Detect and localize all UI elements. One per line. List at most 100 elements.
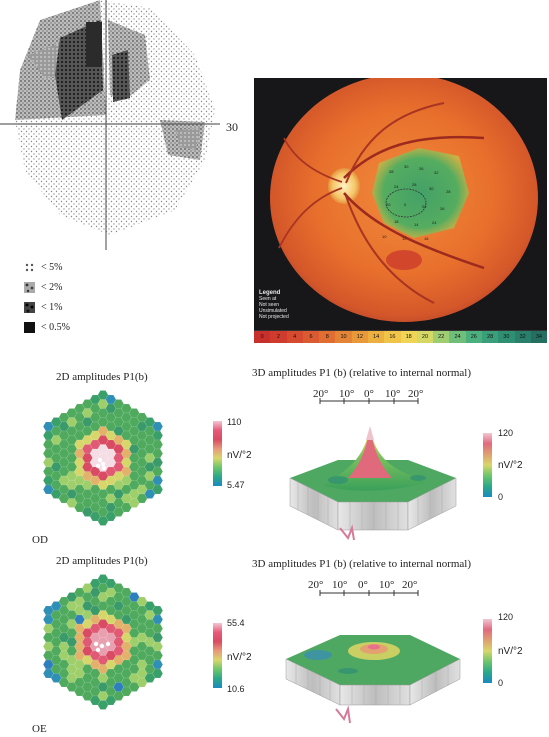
oe-2d-cbar-max: 55.4 — [227, 618, 245, 628]
od-2d-colorbar — [213, 421, 222, 486]
fundus-scale-cell: 12 — [351, 331, 368, 343]
od-2d-cbar-max: 110 — [227, 417, 242, 427]
hex-center-dot — [95, 463, 101, 469]
svg-text:32: 32 — [434, 170, 439, 175]
dots-medium-icon — [24, 282, 35, 293]
svg-text:20: 20 — [386, 202, 391, 207]
legend-label: < 2% — [41, 282, 63, 293]
od-angle-tick: 20° — [408, 388, 424, 400]
fundus-scale-cell: 0 — [254, 331, 271, 343]
od-3d-cbar-min: 0 — [498, 492, 504, 502]
od-angle-tick: 10° — [339, 388, 355, 400]
legend-item-5pct: < 5% — [24, 262, 62, 273]
dots-dark-icon — [24, 302, 35, 313]
od-angle-axis — [319, 398, 419, 404]
oe-2d-amplitude-map — [42, 574, 164, 710]
hex-center-dot — [93, 641, 99, 647]
hex-center-dot — [105, 641, 111, 647]
od-2d-cbar-min: 5.47 — [227, 480, 245, 490]
hex-cell — [113, 507, 125, 517]
hex-cell — [128, 682, 140, 692]
od-2d-amplitude-map — [42, 390, 164, 526]
hex-center-dot — [99, 643, 105, 649]
fundus-legend-title: Legend — [259, 290, 281, 296]
fundus-legend-line: Not seen — [259, 302, 280, 308]
oe-eye-label: OE — [32, 723, 47, 735]
legend-label: < 5% — [41, 262, 63, 273]
fundus-scale-cell: 2 — [270, 331, 287, 343]
fundus-scale-cell: 4 — [286, 331, 303, 343]
svg-text:28: 28 — [389, 169, 394, 174]
svg-text:18: 18 — [394, 219, 399, 224]
hex-cell — [97, 516, 109, 526]
fundus-scale-cell: 24 — [449, 331, 466, 343]
svg-text:26: 26 — [440, 206, 445, 211]
oe-angle-axis — [319, 590, 419, 596]
fundus-legend: Legend Seen at Not seen Unsimulated Not … — [259, 290, 289, 320]
oe-3d-unit: nV/°2 — [498, 646, 523, 657]
fundus-scale-cell: 26 — [465, 331, 482, 343]
fundus-scale-cell: 10 — [335, 331, 352, 343]
oe-angle-tick: 10° — [379, 579, 395, 591]
oe-3d-colorbar — [483, 619, 492, 683]
oe-2d-cbar-min: 10.6 — [227, 684, 245, 694]
fundus-scale-cell: 28 — [481, 331, 499, 343]
hex-center-dot — [100, 461, 106, 467]
od-angle-tick: 0° — [364, 388, 374, 400]
svg-text:14: 14 — [414, 222, 419, 227]
od-3d-title: 3D amplitudes P1 (b) (relative to intern… — [252, 367, 472, 379]
svg-text:12: 12 — [402, 236, 407, 241]
oe-2d-unit: nV/°2 — [227, 652, 252, 663]
fundus-scale-cell: 16 — [384, 331, 401, 343]
solid-black-icon — [24, 322, 35, 333]
svg-text:22: 22 — [422, 204, 427, 209]
od-angle-tick: 20° — [313, 388, 329, 400]
od-2d-unit: nV/°2 — [227, 450, 252, 461]
legend-label: < 0.5% — [41, 322, 70, 333]
legend-item-05pct: < 0.5% — [24, 322, 70, 333]
fundus-legend-line: Seen at — [259, 296, 277, 302]
svg-text:26: 26 — [419, 166, 424, 171]
hex-cell — [97, 700, 109, 710]
hex-cell — [128, 498, 140, 508]
fundus-color-scale: 0 2 4 6 8 10 12 14 16 18 20 22 24 26 28 30 32 34 — [254, 330, 548, 343]
fundus-scale-cell: 18 — [400, 331, 417, 343]
hex-center-dot — [97, 457, 103, 463]
legend-item-1pct: < 1% — [24, 302, 62, 313]
hex-center-dot — [101, 465, 107, 471]
fundus-scale-cell: 30 — [498, 331, 515, 343]
oe-angle-tick: 20° — [308, 579, 324, 591]
od-3d-amplitude-plot — [289, 426, 457, 541]
fundus-scale-cell: 22 — [433, 331, 450, 343]
visual-field-plot — [0, 0, 220, 250]
hex-cell — [113, 691, 125, 701]
od-2d-title: 2D amplitudes P1(b) — [56, 371, 148, 383]
fundus-scale-cell: 14 — [367, 331, 385, 343]
oe-3d-amplitude-plot — [285, 635, 461, 724]
oe-3d-cbar-min: 0 — [498, 678, 504, 688]
svg-text:28: 28 — [412, 182, 417, 187]
oe-3d-title: 3D amplitudes P1 (b) (relative to intern… — [252, 558, 472, 570]
svg-text:24: 24 — [394, 184, 399, 189]
hex-cell — [144, 489, 156, 499]
oe-2d-title: 2D amplitudes P1(b) — [56, 555, 148, 567]
od-eye-label: OD — [32, 534, 48, 546]
svg-text:24: 24 — [432, 220, 437, 225]
oe-angle-tick: 10° — [332, 579, 348, 591]
legend-label: < 1% — [41, 302, 63, 313]
od-angle-tick: 10° — [385, 388, 401, 400]
fundus-scale-cell: 34 — [530, 331, 548, 343]
svg-text:30: 30 — [404, 164, 409, 169]
svg-text:16: 16 — [424, 236, 429, 241]
od-3d-unit: nV/°2 — [498, 460, 523, 471]
oe-2d-colorbar — [213, 623, 222, 688]
od-3d-colorbar — [483, 433, 492, 497]
fundus-legend-line: Not projected — [259, 314, 289, 320]
dots-light-icon — [24, 262, 35, 273]
hex-center-dot — [95, 647, 101, 653]
od-3d-cbar-max: 120 — [498, 428, 514, 438]
svg-text:30: 30 — [429, 186, 434, 191]
fundus-legend-line: Unsimulated — [259, 308, 287, 314]
visual-field-axis-label: 30 — [226, 120, 238, 134]
fundus-image: 28 30 26 32 24 28 30 28 20 0 22 26 18 14 24 10 12 16 — [270, 78, 538, 322]
